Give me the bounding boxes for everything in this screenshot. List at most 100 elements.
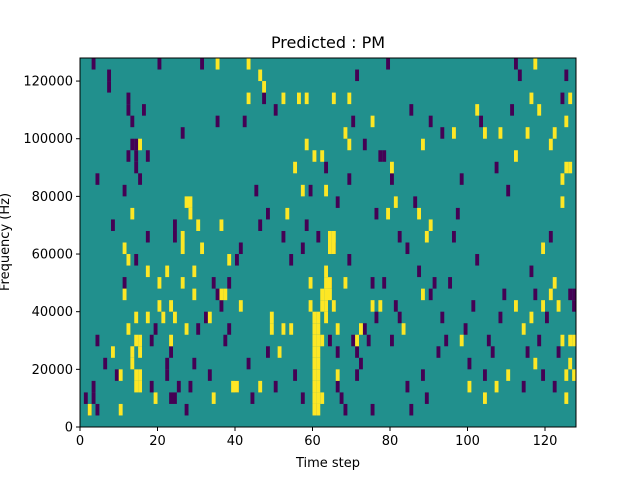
- heatmap-cell-low: [258, 219, 263, 231]
- heatmap-cell-high: [300, 184, 305, 197]
- heatmap-cell-high: [227, 254, 232, 266]
- heatmap-cell-low: [397, 311, 402, 324]
- heatmap-cell-high: [192, 288, 197, 301]
- heatmap-cell-low: [324, 161, 329, 174]
- heatmap-cell-high: [529, 92, 534, 105]
- heatmap-cell-low: [386, 58, 391, 70]
- heatmap-cell-high: [417, 207, 422, 220]
- heatmap-cell-high: [521, 323, 526, 335]
- heatmap-cell-low: [293, 369, 298, 381]
- heatmap-cell-high: [564, 115, 569, 128]
- heatmap-cell-low: [266, 346, 270, 358]
- heatmap-cell-low: [448, 277, 453, 289]
- heatmap-cell-high: [370, 300, 375, 312]
- heatmap-cell-low: [413, 196, 418, 208]
- plot-area: [79, 57, 577, 428]
- y-tick-label: 80000: [32, 190, 73, 205]
- heatmap-cell-low: [428, 115, 433, 128]
- x-tick-label: 100: [455, 434, 480, 449]
- heatmap-cell-high: [421, 138, 425, 151]
- heatmap-cell-low: [134, 254, 139, 266]
- heatmap-cell-high: [277, 346, 282, 358]
- heatmap-cell-low: [91, 58, 96, 70]
- heatmap-cell-low: [107, 81, 112, 93]
- heatmap-cell-high: [483, 127, 487, 139]
- heatmap-cell-high: [498, 127, 503, 139]
- heatmap-cell-low: [281, 230, 286, 243]
- heatmap-cell-low: [262, 92, 267, 105]
- heatmap-cell-low: [428, 288, 433, 301]
- heatmap-cell-high: [219, 219, 224, 231]
- heatmap-cell-low: [130, 138, 135, 151]
- heatmap-cell-high: [370, 115, 375, 128]
- heatmap-cell-low: [95, 334, 100, 347]
- heatmap-cell-high: [235, 380, 239, 393]
- heatmap-cell-low: [335, 346, 340, 358]
- heatmap-cell-high: [568, 161, 573, 174]
- heatmap-cell-high: [138, 334, 143, 347]
- heatmap-cell-low: [145, 230, 150, 243]
- heatmap-cell-high: [533, 58, 538, 70]
- heatmap-cell-low: [548, 230, 553, 243]
- heatmap-cell-low: [227, 277, 232, 289]
- x-tick-label: 80: [382, 434, 399, 449]
- heatmap-cell-low: [204, 311, 208, 324]
- heatmap-cell-high: [134, 311, 139, 324]
- heatmap-cell-low: [122, 277, 127, 289]
- heatmap-cell-low: [335, 380, 340, 393]
- heatmap-cell-high: [269, 311, 274, 324]
- heatmap-cell-high: [184, 323, 189, 335]
- heatmap-cell-low: [180, 127, 185, 139]
- heatmap-cell-high: [269, 323, 274, 335]
- heatmap-cell-low: [173, 219, 177, 231]
- heatmap-cell-low: [173, 230, 177, 243]
- heatmap-cell-high: [541, 300, 546, 312]
- heatmap-cell-high: [312, 311, 317, 324]
- heatmap-cell-high: [258, 69, 263, 82]
- heatmap-cell-high: [169, 334, 174, 347]
- heatmap-cell-low: [122, 184, 127, 197]
- heatmap-cell-low: [405, 242, 410, 255]
- heatmap-cell-high: [355, 334, 360, 347]
- heatmap-cell-low: [142, 104, 146, 116]
- heatmap-cell-low: [440, 311, 445, 324]
- heatmap-cell-high: [452, 127, 456, 139]
- heatmap-cell-low: [490, 346, 495, 358]
- heatmap-cell-high: [331, 92, 336, 105]
- heatmap-cell-low: [91, 392, 96, 404]
- heatmap-cell-low: [250, 392, 255, 404]
- heatmap-cell-high: [134, 369, 139, 381]
- heatmap-cell-high: [459, 334, 464, 347]
- heatmap-cell-low: [455, 207, 460, 220]
- heatmap-cell-low: [153, 323, 158, 335]
- heatmap-cell-high: [467, 380, 472, 393]
- heatmap-cell-high: [324, 311, 329, 324]
- heatmap-cell-high: [184, 196, 189, 208]
- heatmap-cell-high: [541, 242, 546, 255]
- heatmap-cell-low: [246, 357, 251, 370]
- heatmap-cell-high: [552, 277, 557, 289]
- heatmap-cell-high: [289, 323, 294, 335]
- heatmap-cell-low: [95, 173, 100, 185]
- heatmap-cell-high: [428, 219, 433, 231]
- heatmap-cell-low: [227, 323, 232, 335]
- heatmap-cell-high: [157, 300, 162, 312]
- heatmap-cell-low: [235, 254, 239, 266]
- heatmap-cell-high: [548, 288, 553, 301]
- heatmap-cell-low: [300, 242, 305, 255]
- heatmap-cell-high: [335, 369, 340, 381]
- x-tick-label: 40: [227, 434, 244, 449]
- heatmap-cell-low: [134, 161, 139, 174]
- heatmap-cell-high: [343, 277, 348, 289]
- heatmap-cell-high: [564, 392, 569, 404]
- heatmap-cell-high: [130, 357, 135, 370]
- y-tick-label: 0: [65, 421, 73, 436]
- heatmap-cell-high: [246, 58, 251, 70]
- x-axis-label: Time step: [295, 456, 360, 471]
- heatmap-cell-low: [471, 300, 476, 312]
- heatmap-cell-high: [572, 369, 577, 381]
- y-axis: 0 20000 40000 60000 80000 100000 120000: [23, 75, 80, 436]
- heatmap-cell-high: [122, 242, 127, 255]
- heatmap-cell-high: [215, 58, 220, 70]
- heatmap-cell-low: [184, 403, 189, 416]
